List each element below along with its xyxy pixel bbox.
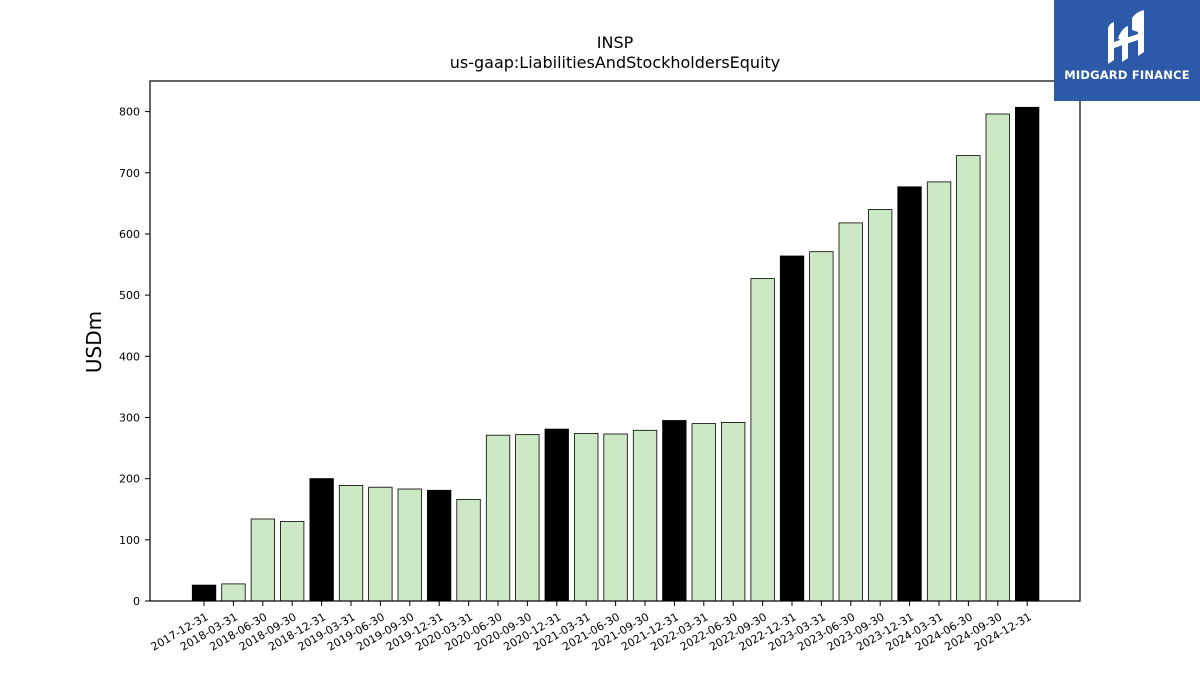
bar-2020-09-30 [515,434,540,602]
midgard-logo-icon [1108,10,1144,64]
chart-title: INSP [597,33,634,52]
bar-2024-12-31 [1015,106,1040,602]
bar-2018-12-31 [309,478,334,602]
chart-subtitle: us-gaap:LiabilitiesAndStockholdersEquity [450,53,781,72]
bar-2022-09-30 [750,278,775,602]
bar-2021-12-31 [662,420,687,602]
bar-2021-06-30 [603,433,628,602]
bar-2019-03-31 [338,484,364,602]
bar-2018-03-31 [221,583,246,602]
bar-2023-12-31 [897,186,922,602]
bar-2018-06-30 [250,518,276,602]
y-tick-label: 600 [119,228,140,241]
bar-2023-09-30 [868,209,893,602]
bar-2020-06-30 [485,434,511,602]
plot-frame [149,80,1081,602]
bar-2020-03-31 [456,498,481,602]
y-tick-label: 700 [119,167,140,180]
y-tick-label: 800 [119,106,140,119]
y-tick-label: 0 [133,595,140,608]
y-tick-label: 300 [119,411,140,424]
bars-group [191,106,1040,602]
bar-2021-03-31 [574,432,599,602]
bar-2017-12-31 [191,584,217,602]
bar-2024-09-30 [985,113,1010,602]
y-tick-label: 400 [119,350,140,363]
bar-2021-09-30 [632,429,658,602]
bar-2019-06-30 [368,486,393,602]
y-axis-ticks: 0 100 200 300 400 500 600 700 800 [119,106,150,608]
y-axis-label: USDm [82,311,106,373]
y-tick-label: 100 [119,534,140,547]
bar-2018-09-30 [279,521,305,602]
bar-2020-12-31 [544,428,569,602]
bar-2024-06-30 [956,155,981,602]
y-tick-label: 500 [119,289,140,302]
x-axis-ticks: 2017-12-312018-03-312018-06-302018-09-30… [149,601,1034,654]
bar-2023-06-30 [838,222,863,602]
bar-2023-03-31 [809,251,834,602]
midgard-finance-logo: MIDGARD FINANCE [1054,0,1200,101]
bar-2019-12-31 [426,489,452,602]
bar-2022-06-30 [721,421,746,602]
logo-text: MIDGARD FINANCE [1064,68,1190,82]
bar-2024-03-31 [926,181,952,602]
bar-2019-09-30 [397,488,422,602]
bar-2022-12-31 [779,255,805,602]
bar-2022-03-31 [691,423,716,602]
y-tick-label: 200 [119,473,140,486]
